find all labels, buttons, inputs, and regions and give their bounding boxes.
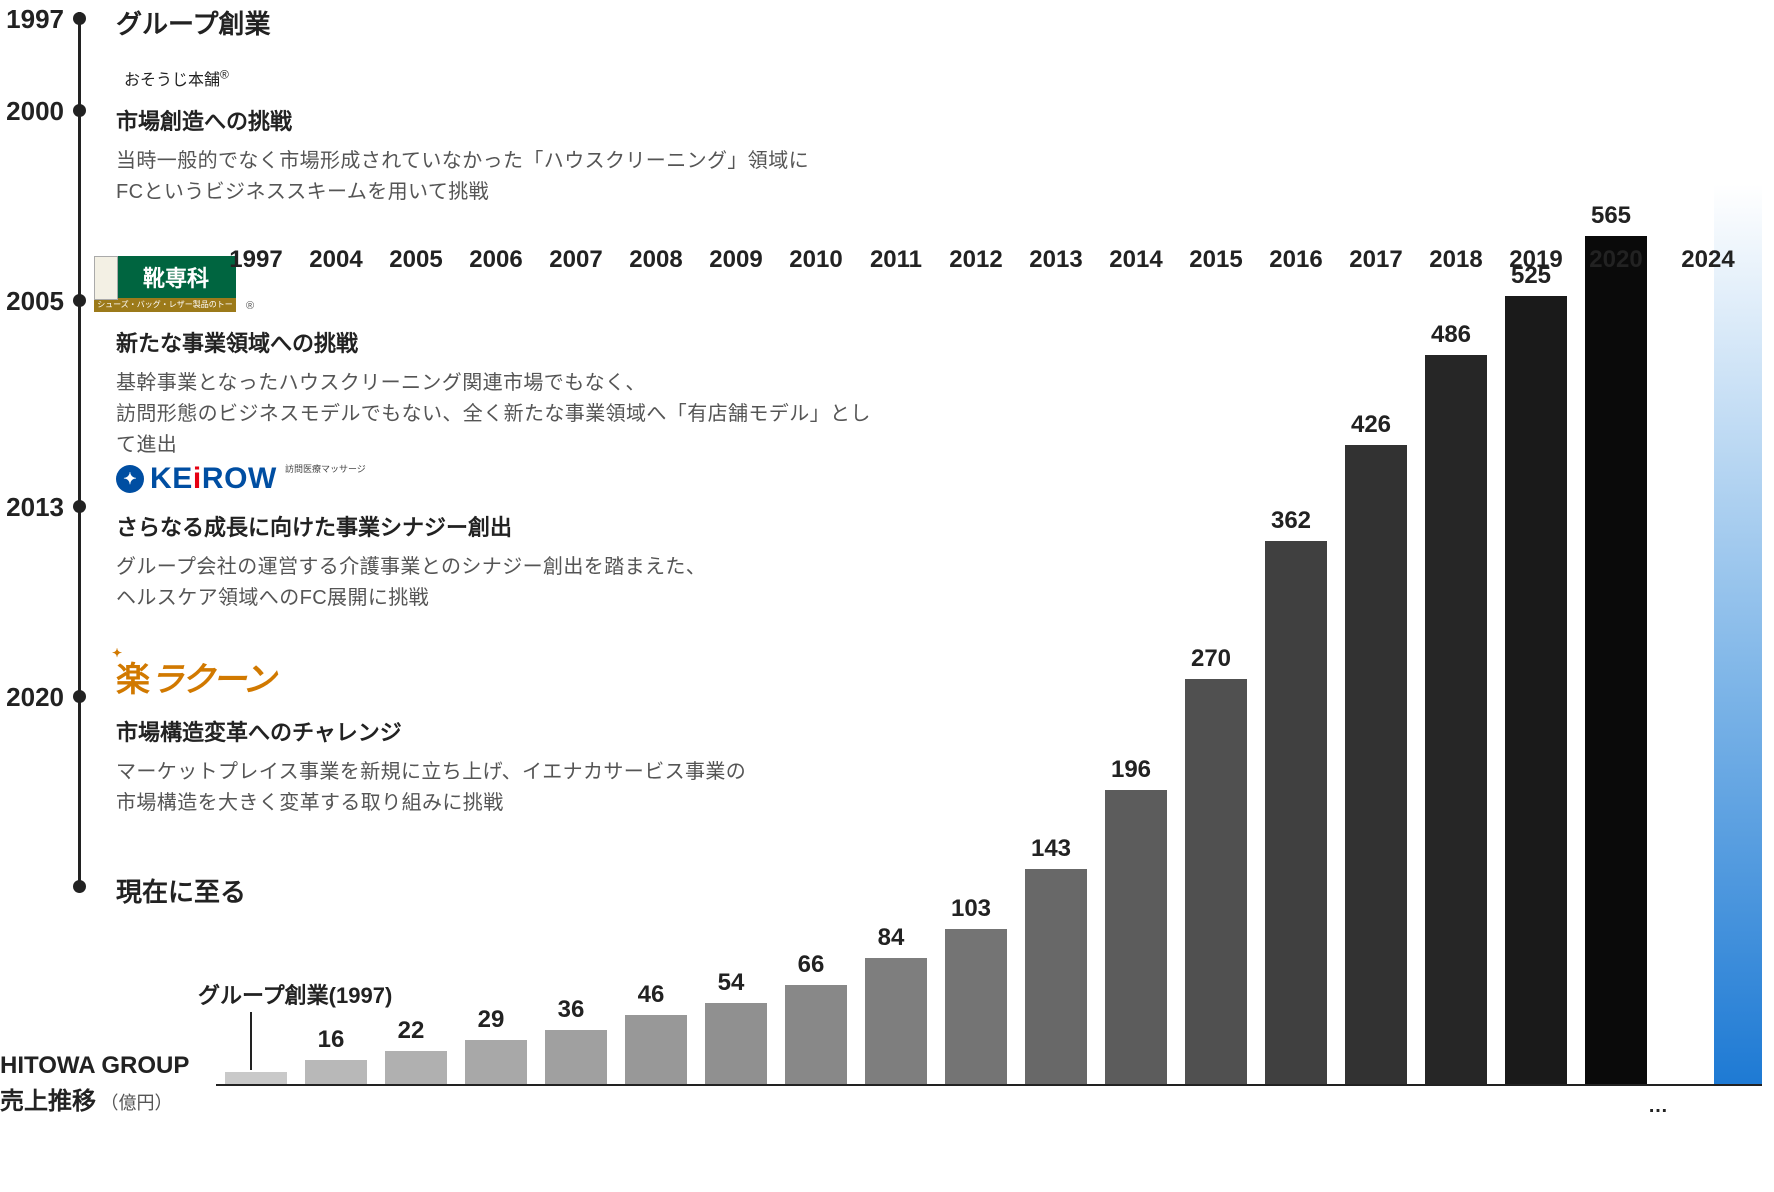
rakuun-kanji: 楽 [116, 652, 150, 701]
bar-value-label: 565 [1571, 202, 1651, 230]
x-axis-future-label: 2024 [1668, 246, 1748, 1122]
timeline-dot [73, 294, 86, 307]
timeline-year: 2000 [0, 96, 64, 127]
x-axis-label: 2011 [856, 246, 936, 1122]
x-axis-label: 2009 [696, 246, 776, 1122]
timeline-entry-body: 当時一般的でなく市場形成されていなかった「ハウスクリーニング」領域にFCというビ… [116, 146, 876, 208]
timeline-year: 2005 [0, 286, 64, 317]
timeline-year: 1997 [0, 4, 64, 35]
timeline-dot [73, 104, 86, 117]
x-axis-label: 2015 [1176, 246, 1256, 1122]
x-axis-label: 2018 [1416, 246, 1496, 1122]
kutsu-logo-sub: シューズ・バッグ・レザー製品のトータルエステ [94, 298, 236, 312]
x-axis-label: 2013 [1016, 246, 1096, 1122]
x-axis-label: 2008 [616, 246, 696, 1122]
chart-axis-label: HITOWA GROUP 売上推移 （億円） [0, 1050, 210, 1116]
x-axis-label: 1997 [216, 246, 296, 1122]
x-axis-label: 2004 [296, 246, 376, 1122]
timeline-dot [73, 880, 86, 893]
revenue-bar-chart: グループ創業(1997) 162229364654668410314319627… [216, 240, 1762, 1140]
timeline-year: 2013 [0, 492, 64, 523]
x-axis-label: 2019 [1496, 246, 1576, 1122]
x-axis-label: 2010 [776, 246, 856, 1122]
timeline-simple-label: グループ創業 [116, 4, 270, 41]
x-axis-label: 2014 [1096, 246, 1176, 1122]
keirow-mark-icon: ✦ [116, 465, 144, 493]
timeline-dot [73, 12, 86, 25]
x-axis-label: 2006 [456, 246, 536, 1122]
x-axis-label: 2017 [1336, 246, 1416, 1122]
chart-label-line1: HITOWA GROUP [0, 1050, 210, 1081]
osoji-logo-text: おそうじ本舗® [124, 66, 229, 90]
timeline-dot [73, 690, 86, 703]
x-axis-label: 2016 [1256, 246, 1336, 1122]
timeline-year: 2020 [0, 682, 64, 713]
timeline-entry: おそうじ本舗® 市場創造への挑戦当時一般的でなく市場形成されていなかった「ハウスク… [116, 66, 876, 208]
x-axis-label: 2007 [536, 246, 616, 1122]
x-axis-label: 2005 [376, 246, 456, 1122]
x-axis-label: 2020 [1576, 246, 1656, 1122]
x-axis-ellipsis: … [1648, 1095, 1668, 1118]
chart-label-unit: （億円） [100, 1093, 172, 1113]
kutsu-logo-text: 靴専科 [143, 261, 209, 293]
timeline-axis [78, 12, 81, 888]
x-axis-label: 2012 [936, 246, 1016, 1122]
timeline-dot [73, 500, 86, 513]
timeline-entry-title: 市場創造への挑戦 [116, 104, 876, 136]
chart-label-line2: 売上推移 [0, 1088, 96, 1115]
osoji-logo: おそうじ本舗® [116, 66, 876, 90]
